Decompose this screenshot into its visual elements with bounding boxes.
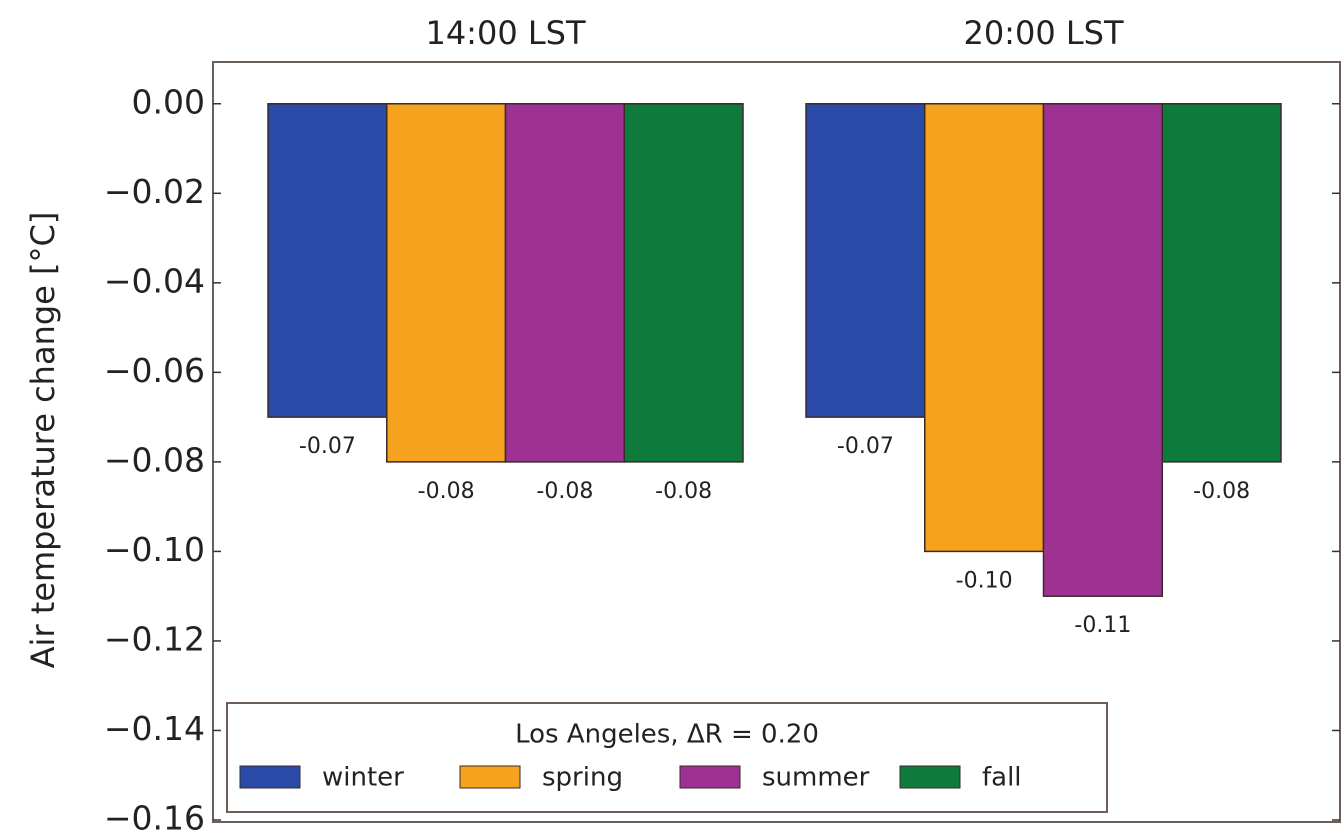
legend-swatch xyxy=(239,765,301,789)
y-axis-label: Air temperature change [°C] xyxy=(24,212,62,669)
bar xyxy=(924,103,1045,553)
legend-label: summer xyxy=(762,763,870,793)
group-title: 20:00 LST xyxy=(963,14,1124,52)
group-title: 14:00 LST xyxy=(425,14,586,52)
value-label: -0.07 xyxy=(837,434,894,459)
legend-label: spring xyxy=(542,763,623,793)
y-tick-label: −0.12 xyxy=(104,619,205,658)
y-tick-label: −0.14 xyxy=(104,709,205,748)
y-tick-label: −0.04 xyxy=(104,261,205,300)
legend-swatch xyxy=(679,765,741,789)
bar xyxy=(386,103,507,463)
value-label: -0.08 xyxy=(655,479,712,504)
value-label: -0.07 xyxy=(299,434,356,459)
value-label: -0.08 xyxy=(1193,479,1250,504)
legend-swatch xyxy=(459,765,521,789)
bar xyxy=(1161,103,1282,463)
y-tick-label: −0.08 xyxy=(104,440,205,479)
bar xyxy=(805,103,926,418)
bar xyxy=(1042,103,1163,597)
y-tick-label: −0.06 xyxy=(104,351,205,390)
legend-box xyxy=(226,702,1108,813)
legend-label: fall xyxy=(982,763,1022,793)
y-tick-label: −0.10 xyxy=(104,530,205,569)
bar xyxy=(267,103,388,418)
y-tick-label: 0.00 xyxy=(132,82,205,121)
y-tick-label: −0.02 xyxy=(104,172,205,211)
plot-frame xyxy=(212,61,1341,823)
bar xyxy=(623,103,744,463)
value-label: -0.08 xyxy=(418,479,475,504)
bar xyxy=(504,103,625,463)
y-tick-label: −0.16 xyxy=(104,799,205,836)
legend-swatch xyxy=(899,765,961,789)
legend-label: winter xyxy=(322,763,404,793)
value-label: -0.11 xyxy=(1074,613,1131,638)
value-label: -0.10 xyxy=(956,568,1013,593)
value-label: -0.08 xyxy=(536,479,593,504)
legend-title: Los Angeles, ΔR = 0.20 xyxy=(515,720,819,750)
legend: Los Angeles, ΔR = 0.20 winter spring summe… xyxy=(226,702,1108,813)
